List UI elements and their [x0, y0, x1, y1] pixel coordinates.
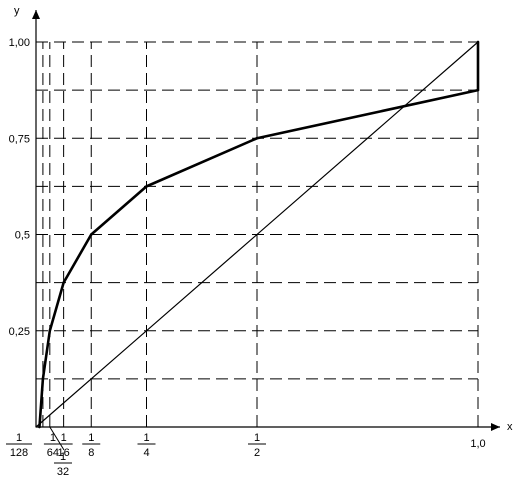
- y-axis-label: y: [14, 5, 20, 17]
- series-point-0-1: [41, 377, 45, 381]
- x-axis-label: x: [507, 421, 513, 433]
- x-tick-label-7: 1,0: [470, 438, 485, 450]
- x-tick-label-3-numerator: 1: [61, 432, 67, 444]
- series-layer: [35, 40, 480, 429]
- x-tick-label-1-numerator: 1: [50, 432, 56, 444]
- x-tick-label-0-numerator: 1: [16, 432, 22, 444]
- x-tick-label-4-denominator: 8: [88, 447, 94, 459]
- y-tick-label-3: 1,00: [9, 37, 30, 49]
- x-tick-label-4-numerator: 1: [88, 432, 94, 444]
- grid-layer: [36, 41, 479, 427]
- series-line-1: [35, 41, 479, 428]
- x-tick-pointer-line: [49, 426, 65, 451]
- y-tick-label-2: 0,75: [9, 133, 30, 145]
- x-tick-label-3-denominator: 16: [58, 447, 70, 459]
- x-tick-label-5-denominator: 4: [143, 447, 149, 459]
- y-axis-arrow-icon: [32, 10, 40, 19]
- series-point-0-4: [90, 233, 93, 236]
- x-tick-label-0-denominator: 128: [10, 447, 28, 459]
- series-point-0-5: [145, 185, 148, 188]
- series-point-0-6: [255, 137, 259, 140]
- x-tick-label-6-denominator: 2: [254, 447, 260, 459]
- x-tick-label-6-numerator: 1: [254, 432, 260, 444]
- x-tick-label-2-denominator: 32: [57, 466, 69, 478]
- x-tick-label-2-numerator: 1: [60, 451, 66, 463]
- series-point-0-3: [62, 281, 65, 284]
- series-point-0-2: [48, 329, 52, 332]
- y-tick-label-0: 0,25: [9, 326, 30, 338]
- y-tick-label-1: 0,5: [15, 230, 30, 242]
- series-point-0-7: [476, 88, 480, 92]
- x-tick-label-1-denominator: 64: [47, 447, 59, 459]
- axes-layer: [32, 10, 500, 431]
- x-axis-arrow-icon: [491, 423, 500, 431]
- x-tick-label-5-numerator: 1: [143, 432, 149, 444]
